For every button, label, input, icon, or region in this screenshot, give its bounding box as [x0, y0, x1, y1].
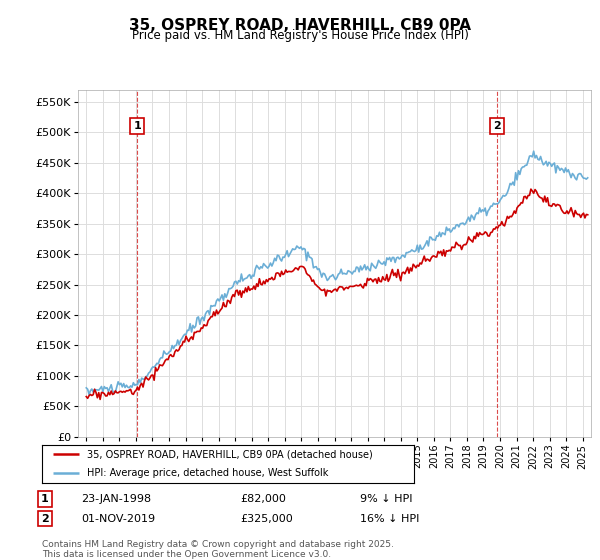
Text: £82,000: £82,000 [240, 494, 286, 504]
Text: 16% ↓ HPI: 16% ↓ HPI [360, 514, 419, 524]
Text: 35, OSPREY ROAD, HAVERHILL, CB9 0PA: 35, OSPREY ROAD, HAVERHILL, CB9 0PA [129, 18, 471, 33]
Text: 2: 2 [493, 121, 501, 131]
Text: 1: 1 [41, 494, 49, 504]
Text: £325,000: £325,000 [240, 514, 293, 524]
Text: 2: 2 [41, 514, 49, 524]
Text: 35, OSPREY ROAD, HAVERHILL, CB9 0PA (detached house): 35, OSPREY ROAD, HAVERHILL, CB9 0PA (det… [86, 449, 373, 459]
Text: 9% ↓ HPI: 9% ↓ HPI [360, 494, 413, 504]
Text: 01-NOV-2019: 01-NOV-2019 [81, 514, 155, 524]
Text: 1: 1 [133, 121, 141, 131]
Text: 23-JAN-1998: 23-JAN-1998 [81, 494, 151, 504]
Text: Price paid vs. HM Land Registry's House Price Index (HPI): Price paid vs. HM Land Registry's House … [131, 29, 469, 42]
Text: Contains HM Land Registry data © Crown copyright and database right 2025.
This d: Contains HM Land Registry data © Crown c… [42, 540, 394, 559]
Text: HPI: Average price, detached house, West Suffolk: HPI: Average price, detached house, West… [86, 468, 328, 478]
